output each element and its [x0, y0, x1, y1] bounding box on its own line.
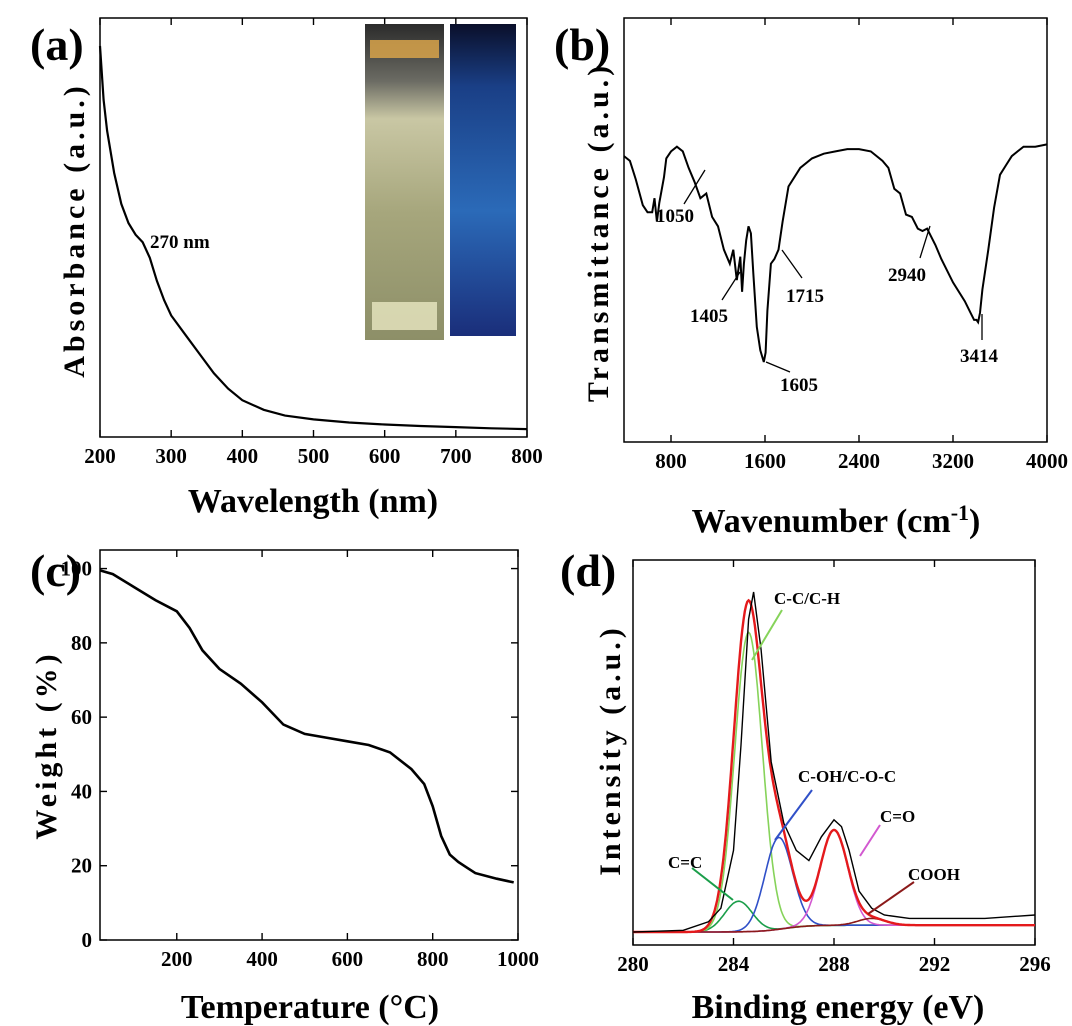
x-tick-label: 3200 — [932, 449, 974, 473]
experimental-curve — [632, 591, 1036, 933]
x-tick-label: 600 — [332, 947, 364, 971]
uv-vial-photo — [450, 24, 516, 336]
x-tick-label: 400 — [246, 947, 278, 971]
y-axis-label: Transmittance (a.u.) — [582, 62, 615, 402]
x-tick-label: 800 — [511, 444, 543, 468]
x-tick-label: 288 — [818, 952, 850, 976]
component-annotations: C-C/C-H C-OH/C-O-C C=O C=C COOH — [668, 589, 960, 915]
y-tick-label: 0 — [82, 928, 93, 952]
x-tick-label: 800 — [417, 947, 449, 971]
y-axis-label: Weight (%) — [30, 650, 63, 839]
plot-frame — [632, 559, 1036, 946]
daylight-vial-photo — [365, 24, 444, 340]
x-tick-label: 500 — [298, 444, 330, 468]
y-axis-ticks: 0 20 40 60 80 100 — [61, 557, 518, 952]
label-coh-coc: C-OH/C-O-C — [798, 767, 896, 786]
y-tick-label: 100 — [61, 557, 93, 581]
x-tick-label: 200 — [84, 444, 116, 468]
x-tick-label: 400 — [227, 444, 259, 468]
peak-label-1050: 1050 — [656, 206, 694, 227]
x-tick-label: 300 — [155, 444, 187, 468]
peak-label-3414: 3414 — [960, 346, 999, 367]
label-co: C=O — [880, 807, 915, 826]
peak-annotations: 1050 1405 1605 1715 2940 3414 — [656, 169, 999, 396]
x-tick-label: 292 — [919, 952, 951, 976]
panel-c: (c) 200 400 600 800 1000 0 20 40 60 80 100 Temper… — [30, 545, 539, 1026]
x-axis-ticks: 200 300 400 500 600 700 800 — [84, 18, 543, 468]
x-axis-label: Binding energy (eV) — [692, 989, 985, 1026]
x-tick-label: 1600 — [744, 449, 786, 473]
panel-d: (d) 280 284 288 292 296 C-C/C-H C-OH/C-O-C C… — [560, 545, 1051, 1026]
x-axis-label: Wavelength (nm) — [188, 483, 438, 520]
x-tick-label: 1000 — [497, 947, 539, 971]
x-tick-label: 600 — [369, 444, 401, 468]
x-tick-label: 284 — [718, 952, 750, 976]
y-tick-label: 80 — [71, 631, 92, 655]
x-tick-label: 2400 — [838, 449, 880, 473]
plot-frame — [99, 549, 519, 941]
y-tick-label: 20 — [71, 854, 92, 878]
fit-envelope — [633, 598, 1035, 934]
x-axis-ticks: 800 1600 2400 3200 4000 — [655, 18, 1068, 473]
inset-photos — [365, 24, 516, 340]
component-peak — [633, 829, 1035, 933]
vial-meniscus — [370, 40, 439, 58]
panel-label: (c) — [30, 545, 81, 596]
y-axis-label: Intensity (a.u.) — [594, 624, 627, 876]
label-cc: C=C — [668, 853, 702, 872]
x-axis-label: Temperature (°C) — [181, 989, 439, 1026]
panel-label: (d) — [560, 545, 616, 596]
x-tick-label: 200 — [161, 947, 193, 971]
y-tick-label: 60 — [71, 705, 92, 729]
y-tick-label: 40 — [71, 779, 92, 803]
panel-b: (b) 800 1600 2400 3200 4000 1050 1405 1605 1… — [554, 17, 1068, 540]
peak-label-270nm: 270 nm — [150, 232, 210, 253]
absorbance-curve — [98, 45, 528, 431]
x-axis-ticks: 200 400 600 800 1000 — [161, 550, 539, 971]
peak-label-1605: 1605 — [780, 375, 818, 396]
peak-label-1405: 1405 — [690, 306, 728, 327]
x-axis-ticks: 280 284 288 292 296 — [617, 560, 1051, 976]
vial-base — [372, 302, 437, 330]
label-cooh: COOH — [908, 865, 960, 884]
label-cc-ch: C-C/C-H — [774, 589, 840, 608]
ftir-spectrum — [623, 143, 1048, 363]
x-tick-label: 800 — [655, 449, 687, 473]
peak-label-2940: 2940 — [888, 265, 926, 286]
x-axis-label: Wavenumber (cm-1) — [692, 500, 981, 540]
plot-frame — [623, 17, 1048, 443]
panel-a: (a) 200 300 400 500 600 700 800 270 nm Wavelen… — [30, 17, 543, 520]
tga-curve — [99, 569, 514, 884]
peak-label-1715: 1715 — [786, 286, 824, 307]
panel-label: (a) — [30, 19, 84, 70]
panel-label: (b) — [554, 19, 610, 70]
x-tick-label: 296 — [1019, 952, 1051, 976]
x-tick-label: 700 — [440, 444, 472, 468]
y-axis-label: Absorbance (a.u.) — [58, 82, 91, 378]
xps-curves — [632, 591, 1036, 934]
x-tick-label: 4000 — [1026, 449, 1068, 473]
x-tick-label: 280 — [617, 952, 649, 976]
